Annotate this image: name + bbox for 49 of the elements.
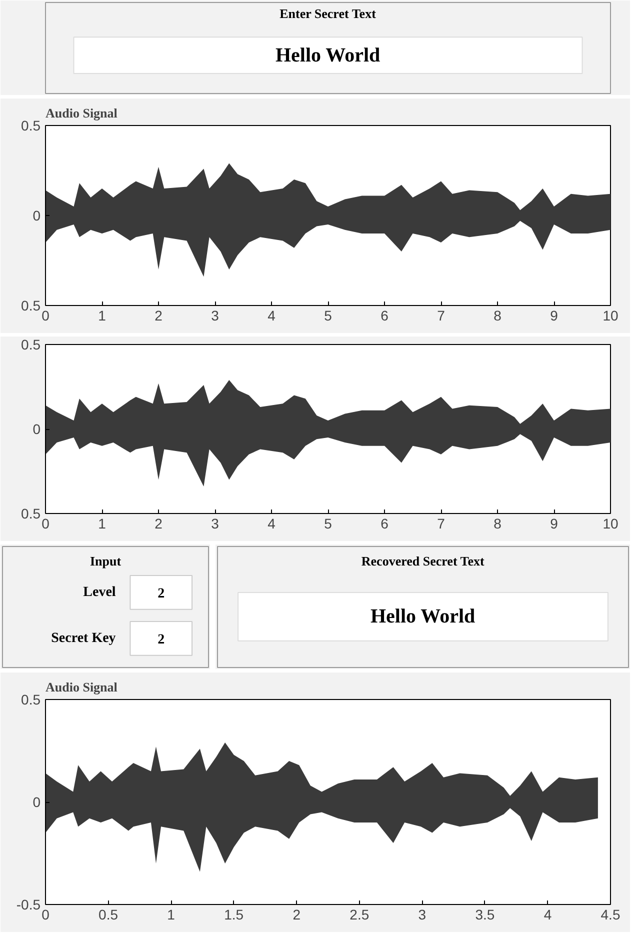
y-tick-label: 0	[32, 208, 41, 224]
x-tick-label: 9	[550, 516, 558, 532]
text: Enter Secret Text	[280, 6, 377, 21]
y-tick-label: -0.5	[16, 896, 41, 912]
x-tick-label: 7	[437, 308, 446, 324]
y-tick-label: 0.5	[21, 506, 41, 522]
y-tick-label: 0.5	[21, 336, 41, 352]
text: Secret Key	[51, 630, 116, 646]
x-tick-label: 4.5	[600, 906, 620, 922]
x-tick-label: 3	[211, 516, 220, 532]
x-tick-label: 2	[154, 516, 163, 532]
x-tick-label: 10	[602, 516, 618, 532]
x-tick-label: 7	[437, 516, 446, 532]
x-tick-label: 4	[544, 906, 552, 922]
y-tick-label: 0	[32, 794, 41, 810]
x-tick-label: 3.5	[475, 906, 495, 922]
x-tick-label: 1	[167, 906, 176, 922]
text: 2	[158, 632, 165, 648]
x-tick-label: 1	[98, 308, 106, 324]
x-tick-label: 9	[550, 308, 558, 324]
x-tick-label: 4	[268, 516, 276, 532]
text: 2	[158, 586, 165, 602]
text: Hello World	[370, 606, 476, 628]
x-tick-label: 2	[154, 308, 163, 324]
y-tick-label: 0.5	[21, 298, 41, 314]
text: Hello World	[276, 44, 380, 66]
x-tick-label: 8	[494, 516, 502, 532]
chart-title: Audio Signal	[46, 106, 118, 120]
x-tick-label: 1	[98, 516, 106, 532]
text: Level	[83, 584, 116, 600]
x-tick-label: 3	[211, 308, 220, 324]
y-tick-label: 0.5	[21, 118, 41, 134]
x-tick-label: 8	[494, 308, 502, 324]
x-tick-label: 0.5	[98, 906, 118, 922]
text: Input	[90, 554, 122, 569]
x-tick-label: 2	[292, 906, 301, 922]
x-tick-label: 5	[324, 516, 332, 532]
chart-title: Audio Signal	[46, 680, 118, 694]
x-tick-label: 6	[380, 308, 389, 324]
x-tick-label: 1.5	[224, 906, 244, 922]
x-tick-label: 6	[380, 516, 389, 532]
x-tick-label: 2.5	[350, 906, 370, 922]
x-tick-label: 3	[418, 906, 426, 922]
text: Recovered Secret Text	[361, 554, 486, 569]
y-tick-label: 0.5	[21, 692, 41, 708]
x-tick-label: 4	[268, 308, 276, 324]
x-tick-label: 10	[602, 308, 618, 324]
x-tick-label: 5	[324, 308, 332, 324]
y-tick-label: 0	[32, 421, 41, 437]
